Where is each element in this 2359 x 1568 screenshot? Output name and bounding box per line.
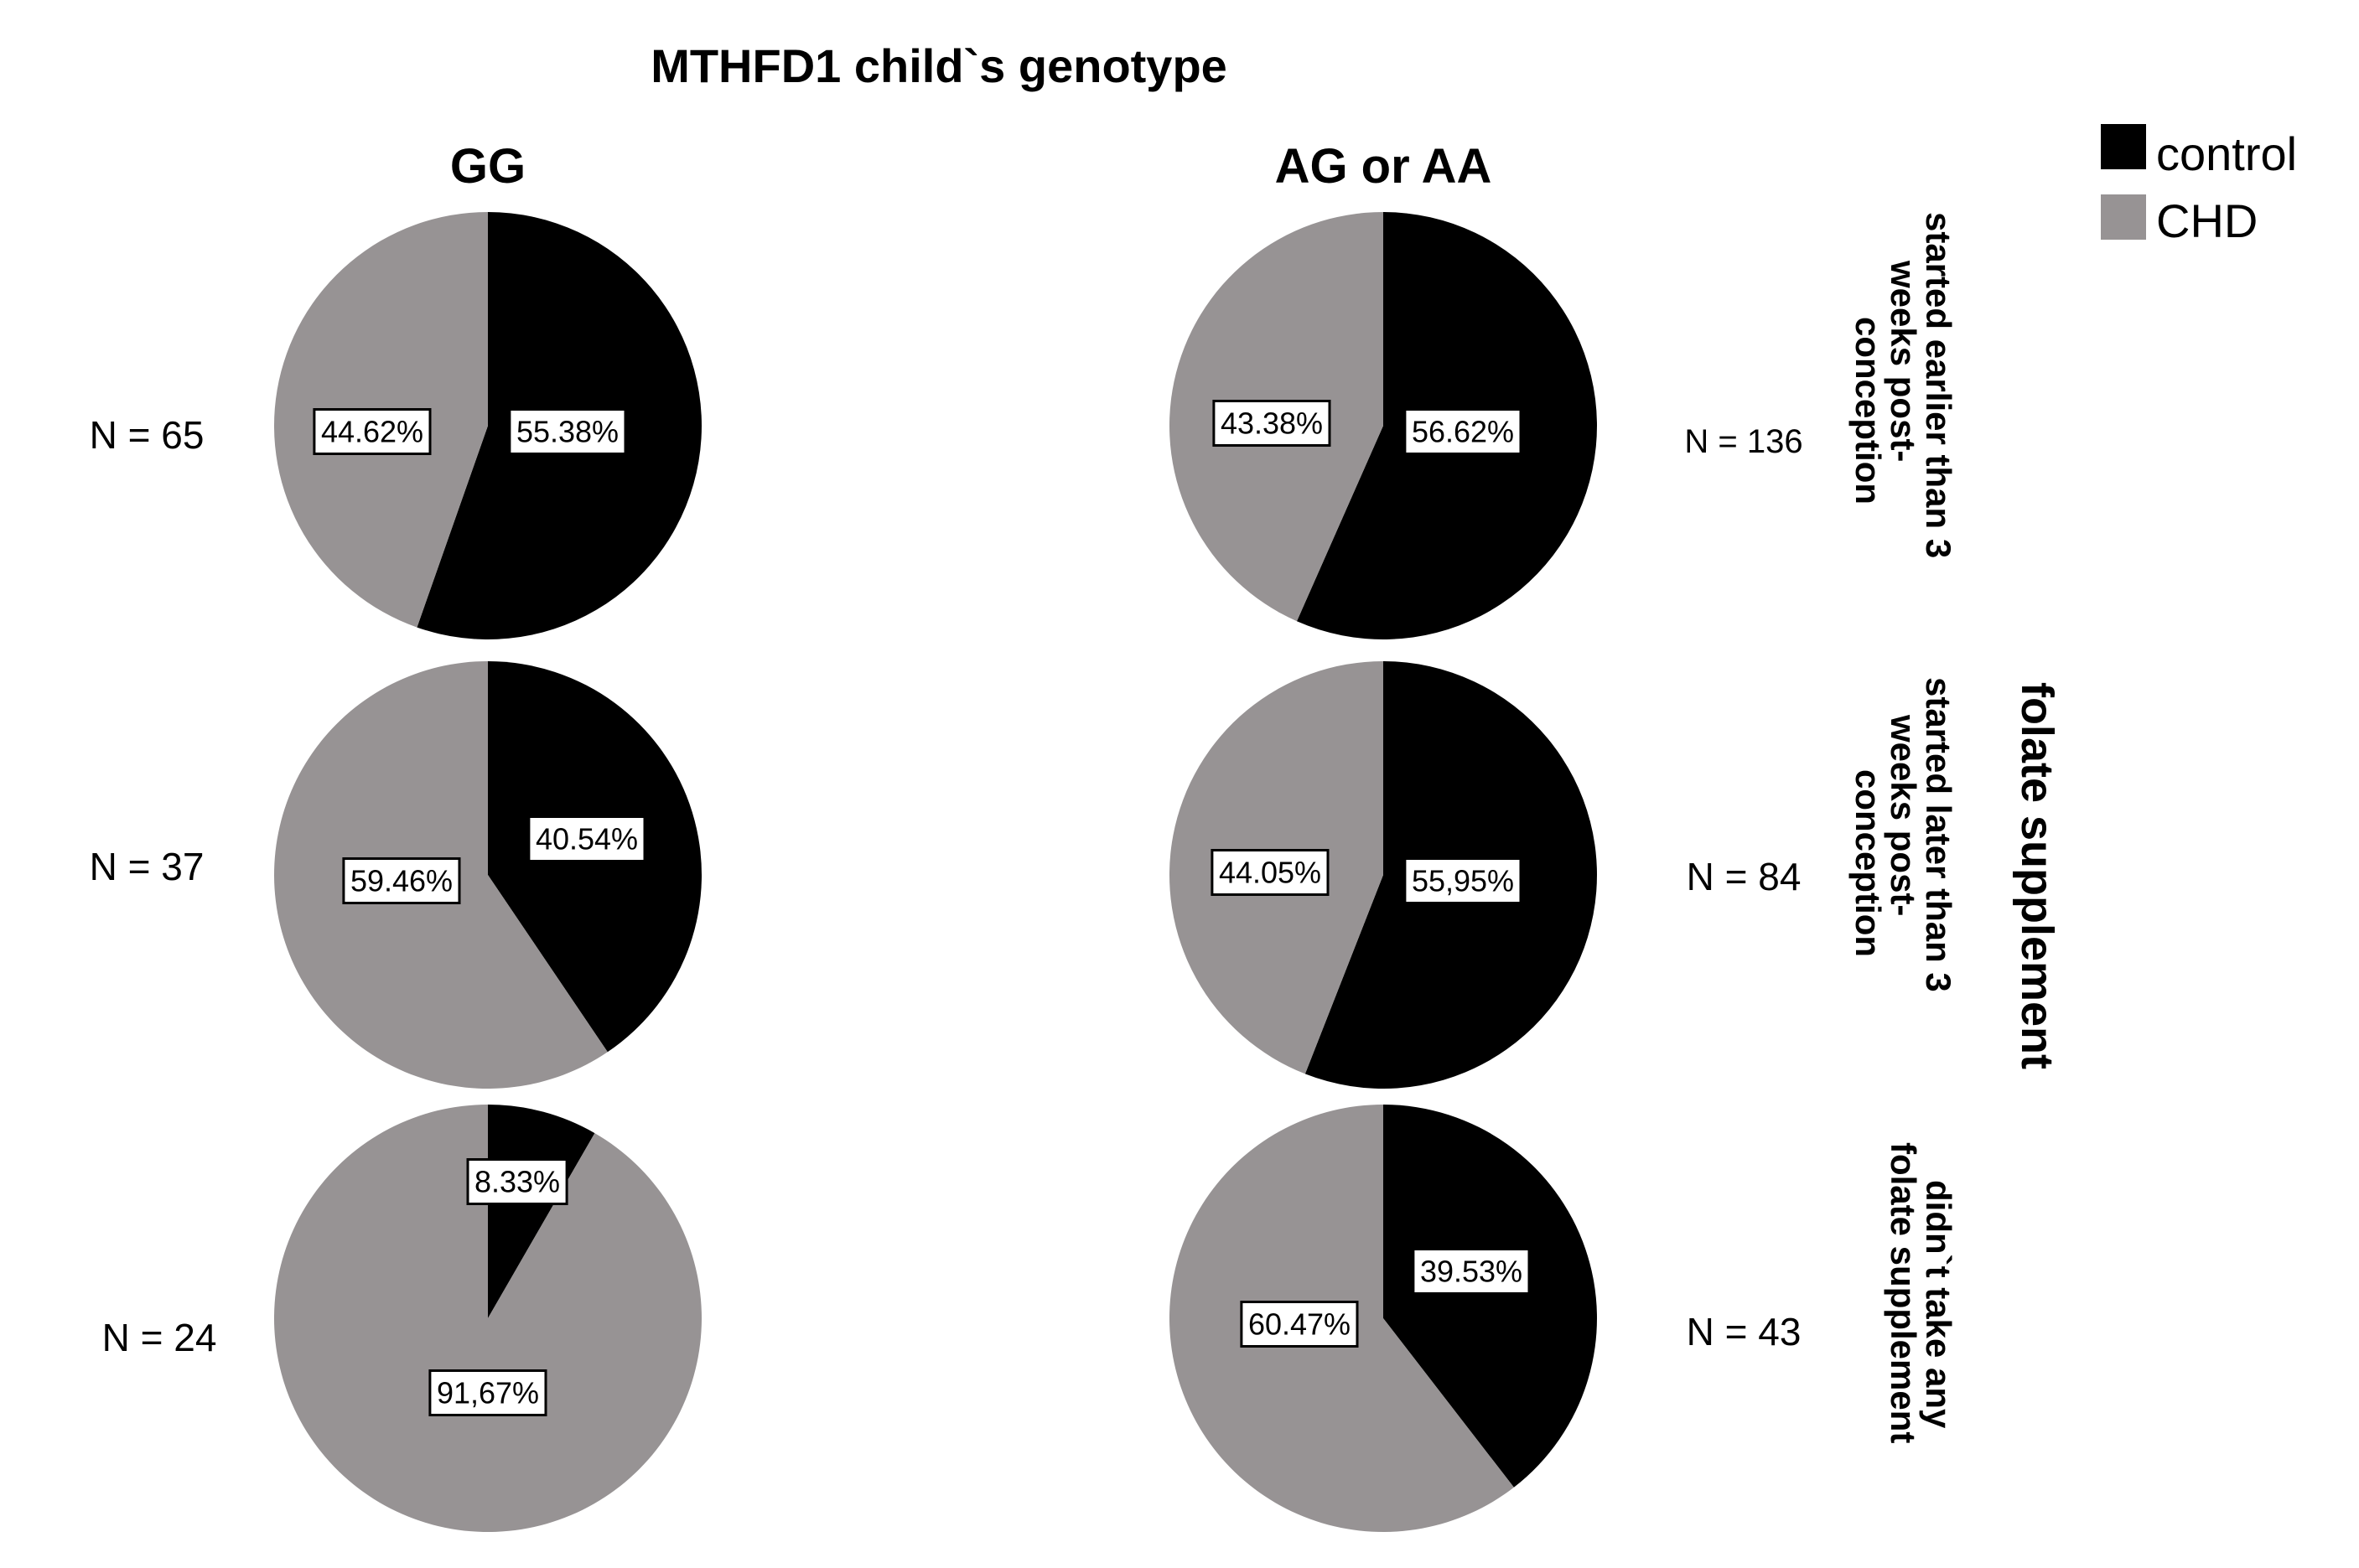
pie-1-0-label-chd: 59.46%	[350, 864, 453, 898]
legend-swatch-chd	[2101, 194, 2146, 240]
legend: control CHD	[2101, 124, 2297, 247]
pie-0-1-label-control: 56.62%	[1412, 415, 1514, 449]
pie-0-1-label-control-box	[1403, 408, 1522, 455]
pie-0-0-label-chd: 44.62%	[321, 415, 423, 449]
pies-layer: 55.38% 44.62% N = 65 56.62% 43.38% N = 136 40.…	[90, 211, 1803, 1533]
pie-0-0-label-control-box	[508, 408, 627, 455]
pie-0-1-n-label: N = 136	[1684, 423, 1802, 460]
pie-0-0-label-chd-box	[313, 408, 432, 455]
row-label-late-line3: conception	[1848, 769, 1888, 957]
pie-0-1-label-chd: 43.38%	[1221, 406, 1323, 441]
pie-0-0-label-control: 55.38%	[516, 415, 619, 449]
row-label-early: started earlier than 3 weeks post- conce…	[1848, 212, 1958, 558]
pie-0-1-label-chd-box	[1212, 400, 1331, 447]
pie-2-0-n-label: N = 24	[102, 1316, 217, 1359]
row-label-early-line3: conception	[1848, 317, 1888, 505]
chart-title: MTHFD1 child`s genotype	[651, 39, 1227, 92]
pie-0-1: 56.62% 43.38% N = 136	[1169, 212, 1803, 640]
legend-swatch-control	[2101, 124, 2146, 169]
pie-0-0-n-label: N = 65	[90, 413, 205, 457]
row-label-none-line2: folate supplement	[1884, 1142, 1923, 1443]
pie-1-1-label-control: 55,95%	[1412, 864, 1514, 898]
pie-1-0-label-chd-box	[342, 857, 461, 904]
row-label-early-line1: started earlier than 3	[1919, 212, 1958, 558]
row-label-early-line2: weeks post-	[1884, 260, 1923, 462]
pie-2-0-slice-chd	[273, 1104, 702, 1533]
pie-1-0-label-control: 40.54%	[536, 822, 638, 856]
pie-1-0-label-control-box	[527, 815, 646, 862]
row-label-none-line1: didn`t take any	[1919, 1180, 1958, 1429]
row-label-late-line1: started later than 3	[1919, 677, 1958, 992]
pie-2-0-label-control: 8.33%	[474, 1165, 560, 1199]
legend-label-control: control	[2156, 127, 2297, 180]
column-header-ag-aa: AG or AA	[1275, 139, 1492, 194]
pie-1-1-n-label: N = 84	[1687, 855, 1802, 898]
pie-2-1-label-control: 39.53%	[1420, 1255, 1522, 1289]
pie-1-1: 55,95% 44.05% N = 84	[1169, 661, 1801, 1089]
pie-2-1-slice-control	[1383, 1105, 1597, 1488]
row-label-late-line2: weeks post-	[1884, 714, 1923, 916]
pie-1-1-label-control-box	[1403, 857, 1522, 904]
pie-1-0-n-label: N = 37	[90, 845, 205, 888]
row-label-none: didn`t take any folate supplement	[1884, 1142, 1958, 1443]
row-label-late: started later than 3 weeks post- concept…	[1848, 677, 1958, 992]
pie-2-0-label-chd-box	[428, 1369, 547, 1416]
pie-0-0: 55.38% 44.62% N = 65	[90, 211, 702, 639]
pie-2-0-label-chd: 91,67%	[437, 1376, 539, 1410]
column-header-gg: GG	[450, 139, 526, 194]
pie-2-0: 8.33% 91,67% N = 24	[102, 1104, 702, 1533]
legend-label-chd: CHD	[2156, 194, 2258, 247]
pie-2-1-label-chd: 60.47%	[1248, 1307, 1351, 1342]
pie-1-1-label-chd-box	[1211, 849, 1330, 896]
pie-1-0: 40.54% 59.46% N = 37	[90, 661, 703, 1089]
pie-2-1-label-chd-box	[1240, 1301, 1359, 1348]
pie-2-1-label-control-box	[1412, 1248, 1531, 1295]
row-facet-title: folate supplement	[2012, 682, 2062, 1069]
pie-2-0-label-control-box	[466, 1158, 568, 1205]
pie-2-0-slice-control	[488, 1105, 595, 1318]
pie-2-1: 39.53% 60.47% N = 43	[1169, 1104, 1802, 1532]
pie-2-1-n-label: N = 43	[1687, 1310, 1802, 1353]
pie-1-1-label-chd: 44.05%	[1219, 856, 1321, 890]
